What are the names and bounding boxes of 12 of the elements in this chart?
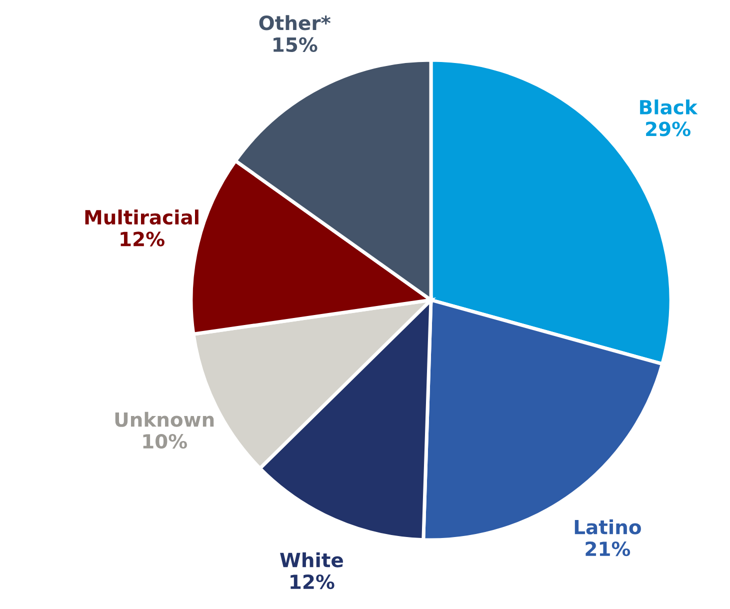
slice-label: White <box>280 552 343 568</box>
slice-label: Unknown <box>115 412 214 427</box>
slice-label: Other* <box>259 15 331 30</box>
slice-label: Latino <box>574 519 641 534</box>
data-label: 12% <box>290 574 334 590</box>
data-label: 21% <box>586 541 630 556</box>
slice-label: Black <box>640 99 698 115</box>
data-label: 29% <box>646 122 690 136</box>
data-label: 10% <box>143 434 188 449</box>
data-label: 12% <box>120 232 164 246</box>
data-label: 15% <box>274 37 318 52</box>
slice-label: Multiracial <box>85 210 198 225</box>
